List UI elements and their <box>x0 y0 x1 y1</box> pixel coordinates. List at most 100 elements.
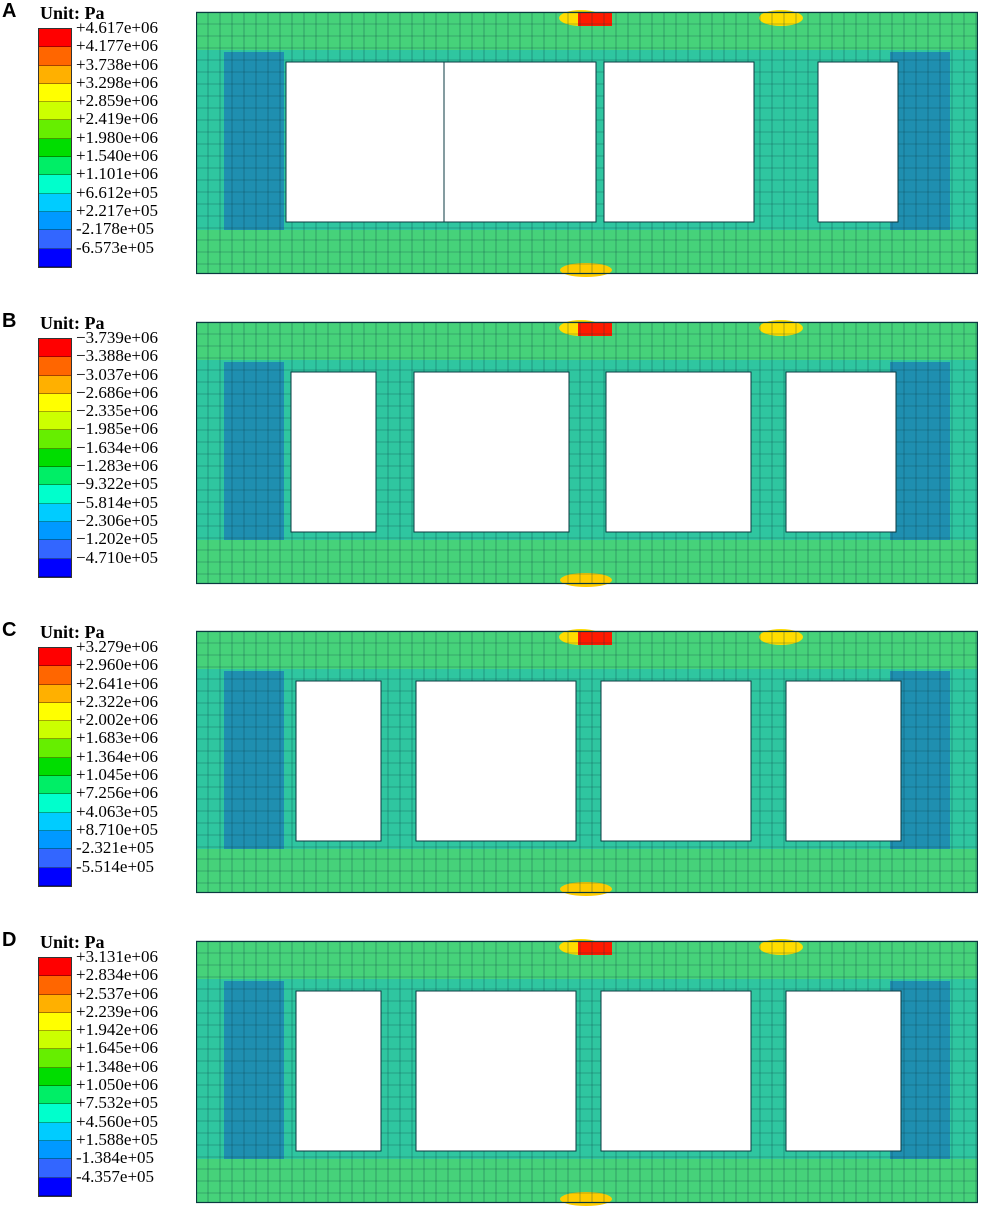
legend-label: +6.612e+05 <box>76 182 158 202</box>
legend-color-swatch <box>39 794 71 813</box>
panel-letter: D <box>2 929 17 951</box>
fe-stress-contour-model <box>196 10 978 277</box>
legend-color-swatch <box>39 47 71 66</box>
legend-label: +2.834e+06 <box>76 965 158 985</box>
legend-color-swatch <box>39 1122 71 1141</box>
legend-color-swatch <box>39 393 71 413</box>
legend-label: +1.101e+06 <box>76 164 158 184</box>
legend-color-swatch <box>39 102 71 121</box>
legend-color-swatch <box>39 830 71 850</box>
legend-label: +1.364e+06 <box>76 746 158 766</box>
legend-color-swatch <box>39 776 71 795</box>
legend-color-swatch <box>39 83 71 103</box>
legend-color-swatch <box>39 29 71 48</box>
legend-label: -1.384e+05 <box>76 1148 155 1168</box>
legend-color-swatch <box>39 65 71 84</box>
legend-color-swatch <box>39 521 71 541</box>
legend-unit-title: Unit: Pa <box>40 932 105 952</box>
legend-label: −3.388e+06 <box>76 346 158 366</box>
legend-color-swatch <box>39 1049 71 1068</box>
legend-color-swatch <box>39 120 71 139</box>
legend-color-swatch <box>39 812 71 831</box>
legend-label: −2.306e+05 <box>76 510 158 530</box>
legend-color-swatch <box>39 412 71 431</box>
legend-label: +1.645e+06 <box>76 1038 158 1058</box>
legend-color-swatch <box>39 739 71 758</box>
panel-a: A Unit: Pa +4.617e+06 +4.177e+06 +3.738e… <box>0 0 982 288</box>
legend-color-swatch <box>39 540 71 559</box>
legend-label: +1.348e+06 <box>76 1056 158 1076</box>
legend-color-swatch <box>39 503 71 522</box>
legend-color-swatch <box>39 211 71 231</box>
legend-label: +2.002e+06 <box>76 710 158 730</box>
legend-color-swatch <box>39 994 71 1013</box>
legend-label: −3.739e+06 <box>76 328 158 347</box>
legend-label: -6.573e+05 <box>76 237 155 257</box>
legend-label: −1.202e+05 <box>76 529 158 549</box>
legend-color-swatch <box>39 430 71 449</box>
legend-labels: −3.739e+06 −3.388e+06 −3.037e+06 −2.686e… <box>76 328 158 567</box>
legend-label: +2.217e+05 <box>76 200 158 220</box>
legend-color-swatch <box>39 230 71 249</box>
legend-color-swatch <box>39 138 71 158</box>
legend-color-swatch <box>39 721 71 740</box>
legend-label: +3.298e+06 <box>76 72 158 92</box>
fe-stress-contour-model <box>196 939 978 1206</box>
panel-letter: C <box>2 619 17 641</box>
legend-label: -5.514e+05 <box>76 856 155 876</box>
legend-color-swatch <box>39 1177 71 1196</box>
legend-label: +2.322e+06 <box>76 691 158 711</box>
legend-labels: +3.131e+06 +2.834e+06 +2.537e+06 +2.239e… <box>76 947 158 1186</box>
legend-color-swatch <box>39 757 71 777</box>
legend-color-swatch <box>39 702 71 722</box>
legend-labels: +3.279e+06 +2.960e+06 +2.641e+06 +2.322e… <box>76 637 158 876</box>
legend-color-bar <box>38 28 72 268</box>
legend-color-swatch <box>39 357 71 376</box>
legend-label: +1.050e+06 <box>76 1075 158 1095</box>
panel-d: D Unit: Pa +3.131e+06 +2.834e+06 +2.537e… <box>0 929 982 1217</box>
legend-label: −9.322e+05 <box>76 474 158 494</box>
legend-label: +1.980e+06 <box>76 127 158 147</box>
legend-color-swatch <box>39 666 71 685</box>
legend-color-swatch <box>39 1031 71 1050</box>
legend-color-swatch <box>39 1159 71 1178</box>
legend-color-swatch <box>39 175 71 194</box>
fe-stress-contour-model <box>196 629 978 896</box>
legend-color-swatch <box>39 485 71 504</box>
legend-label: +4.177e+06 <box>76 36 158 56</box>
legend-label: +1.942e+06 <box>76 1020 158 1040</box>
legend-color-swatch <box>39 448 71 468</box>
panel-letter: A <box>2 0 17 22</box>
fe-stress-contour-model <box>196 320 978 587</box>
legend-label: +2.641e+06 <box>76 673 158 693</box>
legend-color-swatch <box>39 684 71 703</box>
legend-label: +3.279e+06 <box>76 637 158 656</box>
legend-unit-title: Unit: Pa <box>40 622 105 642</box>
legend-color-bar <box>38 338 72 578</box>
legend-label: +2.239e+06 <box>76 1001 158 1021</box>
panel-c: C Unit: Pa +3.279e+06 +2.960e+06 +2.641e… <box>0 619 982 907</box>
legend-color-swatch <box>39 248 71 267</box>
legend-label: +8.710e+05 <box>76 819 158 839</box>
legend-color-swatch <box>39 467 71 486</box>
legend-label: −3.037e+06 <box>76 364 158 384</box>
legend-label: +1.588e+05 <box>76 1129 158 1149</box>
legend-label: +2.960e+06 <box>76 655 158 675</box>
legend-color-bar <box>38 647 72 887</box>
legend-label: +2.537e+06 <box>76 983 158 1003</box>
legend-labels: +4.617e+06 +4.177e+06 +3.738e+06 +3.298e… <box>76 18 158 257</box>
legend-label: −5.814e+05 <box>76 492 158 512</box>
legend-label: +1.540e+06 <box>76 146 158 166</box>
legend-color-swatch <box>39 375 71 394</box>
legend-label: −1.634e+06 <box>76 437 158 457</box>
legend-color-swatch <box>39 849 71 868</box>
legend-color-swatch <box>39 1086 71 1105</box>
legend-color-swatch <box>39 1067 71 1087</box>
legend-label: −1.283e+06 <box>76 456 158 476</box>
legend-unit-title: Unit: Pa <box>40 3 105 23</box>
legend-color-swatch <box>39 1140 71 1160</box>
legend-label: +7.532e+05 <box>76 1093 158 1113</box>
legend-color-swatch <box>39 339 71 358</box>
legend-label: +4.560e+05 <box>76 1111 158 1131</box>
legend-label: +4.063e+05 <box>76 801 158 821</box>
